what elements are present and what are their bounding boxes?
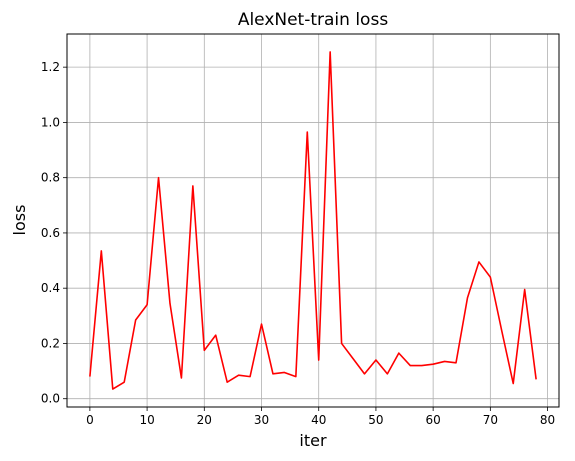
grid-lines [67,34,559,407]
y-tick-label: 0.8 [41,171,60,185]
y-tick-label: 0.6 [41,226,60,240]
x-tick-label: 80 [540,413,555,427]
x-tick-label: 30 [254,413,269,427]
y-tick-label: 0.2 [41,336,60,350]
plot-frame [66,33,560,408]
y-axis-label: loss [10,205,29,236]
x-tick-label: 50 [368,413,383,427]
x-tick-label: 70 [483,413,498,427]
series-layer [89,51,537,390]
x-tick-label: 20 [197,413,212,427]
y-tick-label: 1.2 [41,60,60,74]
x-tick-label: 10 [139,413,154,427]
y-tick-label: 0.4 [41,281,60,295]
y-tick-label: 1.0 [41,115,60,129]
series-line [89,51,537,390]
chart-title: AlexNet-train loss [238,10,389,30]
x-axis-label: iter [299,431,327,450]
y-tick-label: 0.0 [41,392,60,406]
x-tick-label: 60 [425,413,440,427]
axis-ticks: 0 10 20 30 40 50 60 70 80 0.0 0.2 0.4 0.6 0.8 1.0 1.2 [41,60,555,427]
x-tick-label: 40 [311,413,326,427]
x-tick-label: 0 [86,413,94,427]
